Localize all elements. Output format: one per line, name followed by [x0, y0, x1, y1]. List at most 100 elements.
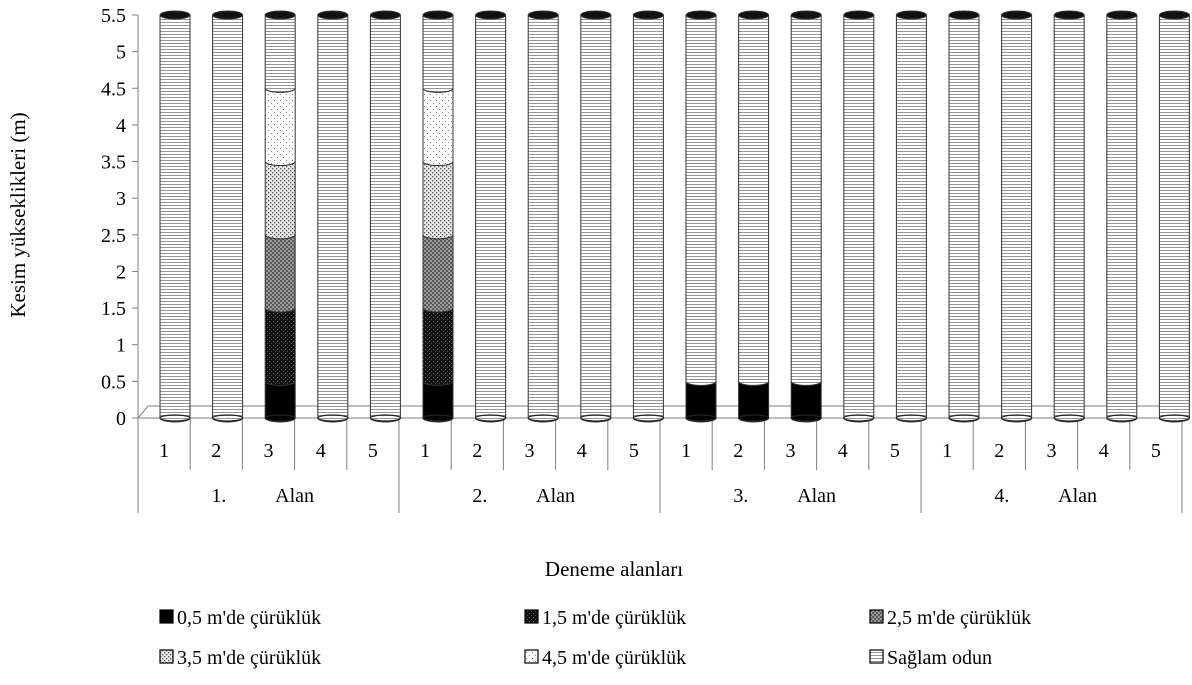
y-tick-label: 4	[116, 115, 126, 137]
y-tick-label: 5.5	[101, 5, 126, 27]
cylinder-bar	[632, 10, 665, 423]
cylinder-top	[685, 10, 717, 20]
cylinder-base	[1158, 414, 1191, 422]
category-label: 5	[368, 440, 378, 462]
cylinder-bar	[580, 10, 612, 423]
legend-swatch	[159, 609, 174, 624]
category-label: 5	[1151, 440, 1161, 462]
y-tick-label: 0.5	[101, 371, 126, 393]
category-label: 4	[1099, 440, 1109, 462]
cylinder-base	[369, 414, 401, 422]
cylinder-bar	[843, 10, 875, 423]
bar-segment	[422, 161, 454, 240]
cylinder-top	[1001, 10, 1033, 20]
cylinder-bar	[1000, 10, 1033, 423]
cylinder-top	[369, 10, 401, 20]
category-label: 1	[420, 440, 430, 462]
legend: 0,5 m'de çürüklük 1,5 m'de çürüklük 2,5 m'…	[159, 607, 1031, 669]
y-tick-label: 5	[116, 42, 126, 64]
cylinder-bar	[948, 10, 980, 423]
cylinder-bar	[1106, 10, 1138, 423]
category-label: 3	[264, 440, 274, 462]
group-label-number: 3.	[733, 485, 748, 507]
y-tick-label: 0	[116, 408, 126, 430]
cylinder-top	[159, 10, 191, 20]
cylinder-bar	[212, 10, 244, 423]
bar-segment	[422, 307, 454, 386]
legend-item: Sağlam odun	[869, 647, 992, 669]
cylinder-base	[737, 414, 770, 422]
y-axis-title: Kesim yükseklikleri (m)	[6, 112, 30, 317]
legend-swatch	[159, 649, 174, 664]
cylinder-base	[632, 414, 665, 422]
legend-item: 3,5 m'de çürüklük	[159, 647, 321, 669]
cylinder-top	[264, 10, 296, 20]
cylinder-top	[895, 10, 927, 20]
cylinder-bar	[317, 10, 349, 423]
cylinder-base	[422, 414, 454, 422]
group-label-number: 4.	[994, 485, 1009, 507]
bar-segment	[264, 161, 296, 240]
bar-segment	[475, 14, 507, 423]
cylinder-base	[264, 414, 296, 422]
category-label: 1	[942, 440, 952, 462]
bar-segment	[212, 14, 244, 423]
category-label: 2	[211, 440, 221, 462]
bar-segment	[790, 14, 822, 386]
category-label: 3	[786, 440, 796, 462]
bar-segment	[948, 14, 980, 423]
group-label-name: Alan	[1058, 485, 1097, 507]
bar-segment	[422, 88, 454, 167]
group-label-name: Alan	[536, 485, 575, 507]
cylinder-bar	[1158, 10, 1191, 423]
cylinder-top	[1106, 10, 1138, 20]
legend-label: 4,5 m'de çürüklük	[542, 647, 686, 669]
cylinder-top	[580, 10, 612, 20]
cylinder-bar	[475, 10, 507, 423]
bar-segment	[632, 14, 664, 423]
bar-segment	[159, 14, 191, 423]
category-label: 4	[838, 440, 848, 462]
bar-segment	[895, 14, 927, 423]
y-tick-label: 3	[116, 188, 126, 210]
cylinder-bar	[159, 10, 191, 423]
cylinder-base	[948, 414, 980, 422]
cylinder-top	[527, 10, 559, 20]
category-label: 1	[159, 440, 169, 462]
legend-swatch	[869, 609, 884, 624]
cylinder-bar	[685, 10, 717, 423]
bar-segment	[422, 14, 454, 93]
y-tick-label: 4.5	[101, 78, 126, 100]
cylinder-base	[895, 414, 928, 422]
cylinder-base	[1053, 414, 1085, 422]
cylinder-top	[790, 10, 822, 20]
legend-swatch	[524, 649, 539, 664]
cylinder-bar	[422, 10, 454, 423]
y-tick-label: 1	[116, 335, 126, 357]
bar-segment	[317, 14, 349, 423]
bar-segment	[1106, 14, 1138, 423]
bar-segment	[580, 14, 612, 423]
cylinder-top	[1053, 10, 1085, 20]
cylinder-top	[422, 10, 454, 20]
bar-segment	[264, 307, 296, 386]
legend-item: 1,5 m'de çürüklük	[524, 607, 686, 629]
cylinder-base	[843, 414, 875, 422]
x-axis-title: Deneme alanları	[545, 557, 683, 581]
legend-label: 1,5 m'de çürüklük	[542, 607, 686, 629]
cylinder-base	[475, 414, 507, 422]
y-tick-label: 3.5	[101, 152, 126, 174]
cylinder-base	[159, 414, 191, 422]
bar-segment	[264, 14, 296, 93]
bar-segment	[369, 14, 401, 423]
cylinder-base	[790, 414, 822, 422]
category-label: 2	[733, 440, 743, 462]
category-label: 3	[525, 440, 535, 462]
legend-item: 4,5 m'de çürüklük	[524, 647, 686, 669]
legend-swatch	[869, 649, 884, 664]
legend-item: 0,5 m'de çürüklük	[159, 607, 321, 629]
legend-label: 0,5 m'de çürüklük	[177, 607, 321, 629]
category-label: 2	[994, 440, 1004, 462]
bar-segment	[422, 234, 454, 313]
bar-segment	[1053, 14, 1085, 423]
